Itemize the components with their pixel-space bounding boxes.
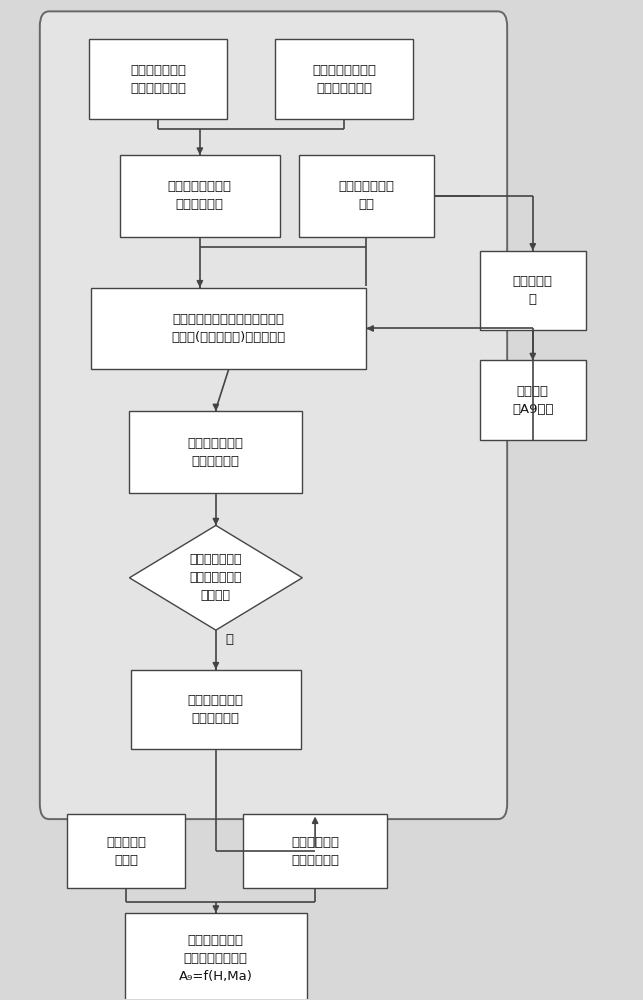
FancyBboxPatch shape [275, 39, 413, 119]
Text: 飞行高度、
马赫数: 飞行高度、 马赫数 [106, 836, 146, 867]
Text: 待优化系
列A9面积: 待优化系 列A9面积 [512, 385, 554, 416]
FancyBboxPatch shape [40, 11, 507, 819]
FancyBboxPatch shape [480, 360, 586, 440]
FancyBboxPatch shape [131, 670, 301, 749]
Text: 发动机喷管结构
尺寸: 发动机喷管结构 尺寸 [338, 180, 394, 211]
FancyBboxPatch shape [129, 411, 302, 493]
Text: 发动机其它主调
节计划、限制值: 发动机其它主调 节计划、限制值 [131, 64, 186, 95]
FancyBboxPatch shape [67, 814, 185, 888]
FancyBboxPatch shape [125, 913, 307, 1000]
Text: 是: 是 [226, 633, 233, 646]
Text: 其它状态最优
喷管出口面积: 其它状态最优 喷管出口面积 [291, 836, 339, 867]
Text: 发动机非安装推
力、后体阻力: 发动机非安装推 力、后体阻力 [188, 437, 244, 468]
Text: 喷管性能计算三维或二维数值计
算模型(含内外流场)及边界条件: 喷管性能计算三维或二维数值计 算模型(含内外流场)及边界条件 [172, 313, 285, 344]
Text: 此飞行状态最优
喷管出口面积: 此飞行状态最优 喷管出口面积 [188, 694, 244, 725]
Text: 拟合发动机喷管
出口面积调节计划
A₉=f(H,Ma): 拟合发动机喷管 出口面积调节计划 A₉=f(H,Ma) [179, 934, 253, 983]
FancyBboxPatch shape [120, 155, 280, 237]
FancyBboxPatch shape [91, 288, 367, 369]
Text: 飞机飞行高度、速
度及发动机状态: 飞机飞行高度、速 度及发动机状态 [312, 64, 376, 95]
FancyBboxPatch shape [89, 39, 227, 119]
FancyBboxPatch shape [243, 814, 387, 888]
Polygon shape [129, 525, 302, 630]
FancyBboxPatch shape [299, 155, 433, 237]
Text: 喷管喉道面
积: 喷管喉道面 积 [512, 275, 553, 306]
FancyBboxPatch shape [480, 251, 586, 330]
Text: 非安装推力与后
体阻力之和是否
为最大值: 非安装推力与后 体阻力之和是否 为最大值 [190, 553, 242, 602]
Text: 发动机截面参数、
可调截面尺寸: 发动机截面参数、 可调截面尺寸 [168, 180, 232, 211]
